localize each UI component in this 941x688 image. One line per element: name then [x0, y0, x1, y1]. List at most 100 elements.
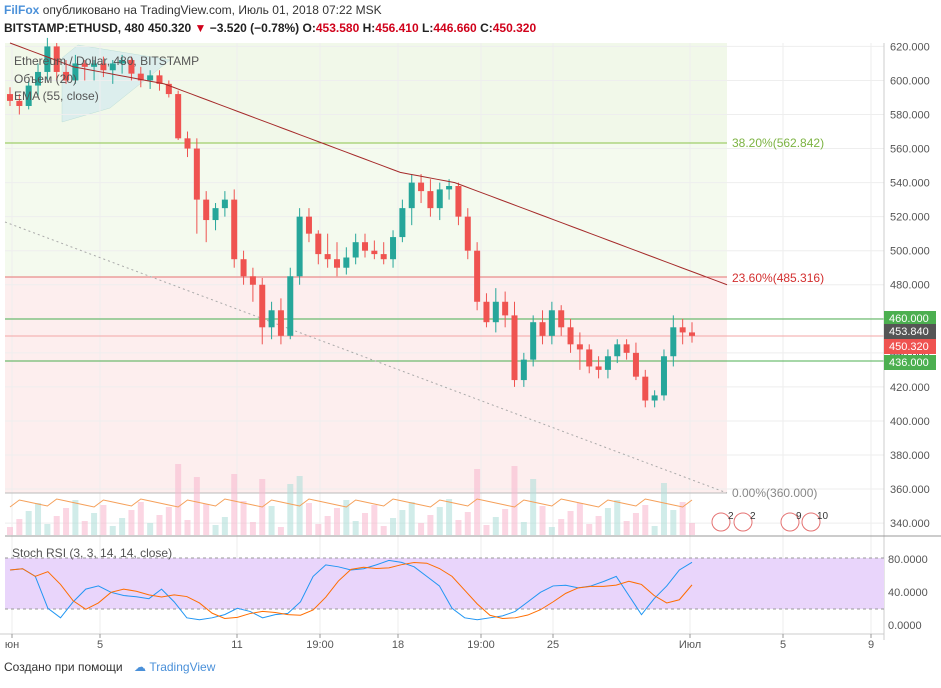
y-tick-label: 400.000 — [890, 416, 930, 428]
trend-line[interactable] — [4, 221, 728, 494]
volume-bar — [72, 500, 79, 535]
flag-icon[interactable] — [780, 512, 800, 532]
event-count: 10 — [817, 511, 829, 522]
candle-body — [53, 46, 60, 72]
volume-bar — [399, 510, 406, 535]
volume-bar — [25, 511, 32, 535]
price-axis[interactable]: 620.000 600.000 580.000 560.000 540.000 520.0… — [890, 41, 930, 530]
x-tick-label: 11 — [231, 639, 242, 651]
candle-body — [670, 327, 677, 357]
volume-bar — [240, 501, 247, 535]
candle-body — [25, 85, 32, 106]
candle-body — [72, 63, 79, 81]
candle-body — [35, 71, 42, 86]
candle-body — [240, 259, 247, 277]
publish-info: опубликовано на TradingView.com, Июль 01… — [42, 3, 382, 17]
volume-bar — [539, 506, 546, 535]
volume-bar — [333, 508, 340, 535]
candle-body — [91, 63, 98, 67]
stoch-tick: 80.0000 — [888, 554, 928, 566]
close-value: 450.320 — [492, 21, 537, 35]
volume-bar — [483, 525, 490, 535]
legend-title: Ethereum / Dollar, 480, BITSTAMP — [14, 54, 199, 68]
time-axis[interactable]: юн 5 11 19:00 18 19:00 25 Июл 5 9 — [5, 634, 874, 651]
open-label: O: — [302, 21, 316, 35]
x-tick-label: 9 — [868, 639, 874, 651]
candle-body — [81, 63, 88, 67]
y-tick-label: 340.000 — [890, 518, 930, 530]
candle-body — [492, 301, 499, 323]
volume-bar — [679, 502, 686, 535]
volume-bar — [511, 466, 518, 535]
candle-body — [548, 310, 555, 336]
volume-bar — [221, 517, 228, 535]
volume-bar — [530, 479, 537, 535]
candle-body — [455, 186, 462, 217]
y-tick-label: 520.000 — [890, 212, 930, 224]
candle-body — [165, 83, 172, 95]
chart-area[interactable]: 38.20%(562.842) 23.60%(485.316) 0.00%(36… — [0, 0, 941, 660]
volume-bar — [119, 518, 126, 535]
volume-ma — [9, 498, 693, 508]
candle-body — [277, 310, 284, 336]
candle-body — [511, 315, 518, 381]
tradingview-link[interactable]: TradingView — [149, 660, 216, 674]
volume-bar — [586, 524, 593, 535]
fib-label-0: 0.00%(360.000) — [732, 486, 817, 500]
price-tag-450-text: 450.320 — [889, 341, 929, 353]
triangle-drawing[interactable] — [61, 44, 171, 123]
flag-icon[interactable] — [733, 512, 753, 532]
y-tick-label: 360.000 — [890, 484, 930, 496]
volume-bar — [604, 508, 611, 535]
low-label: L: — [422, 21, 434, 35]
candle-body — [156, 75, 163, 84]
x-tick-label: 5 — [780, 639, 786, 651]
price-tag-460-text: 460.000 — [889, 313, 929, 325]
y-tick-label: 380.000 — [890, 450, 930, 462]
candle-body — [632, 352, 639, 377]
author-name[interactable]: FilFox — [4, 3, 40, 17]
volume-bar — [7, 527, 13, 535]
volume-bar — [53, 516, 60, 535]
volume-bar — [184, 520, 191, 535]
candle-body — [651, 395, 658, 401]
candle-body — [446, 186, 453, 190]
candle-body — [380, 254, 387, 260]
candle-body — [689, 332, 695, 336]
volume-bar — [418, 523, 425, 535]
candle-body — [679, 327, 686, 333]
y-tick-label: 600.000 — [890, 75, 930, 87]
candle-body — [296, 216, 303, 277]
event-flags[interactable]: 2 2 9 10 — [711, 511, 829, 532]
price-tag-453-text: 453.840 — [889, 326, 929, 338]
volume-bar — [287, 484, 294, 535]
flag-icon[interactable] — [801, 512, 821, 532]
volume-bar — [324, 516, 331, 535]
symbol-line: BITSTAMP:ETHUSD, 480 450.320 ▼ −3.520 (−… — [4, 21, 536, 37]
volume-bar — [408, 502, 415, 535]
flag-icon[interactable] — [711, 512, 731, 532]
high-value: 456.410 — [375, 21, 419, 35]
volume-bar — [100, 505, 107, 535]
candle-body — [100, 63, 107, 71]
candle-body — [119, 60, 126, 64]
candle-body — [567, 327, 574, 345]
candle-body — [502, 301, 509, 316]
candle-body — [249, 276, 256, 285]
price-tag-436 — [884, 355, 936, 370]
ema-line — [9, 42, 728, 286]
volume-bar — [212, 525, 219, 535]
candle-body — [595, 366, 602, 370]
candle-body — [576, 344, 583, 350]
candle-body — [212, 208, 219, 221]
candle-body — [660, 356, 667, 396]
tradingview-logo[interactable]: ☁ TradingView — [133, 660, 216, 674]
x-tick-label: юн — [5, 639, 19, 651]
price-tag-453 — [884, 324, 936, 339]
volume-bar — [380, 526, 387, 535]
volume-bar — [670, 510, 677, 535]
candle-body — [390, 237, 397, 260]
candle-body — [109, 63, 116, 71]
candle-body — [343, 257, 350, 268]
volume-bar — [642, 505, 649, 535]
